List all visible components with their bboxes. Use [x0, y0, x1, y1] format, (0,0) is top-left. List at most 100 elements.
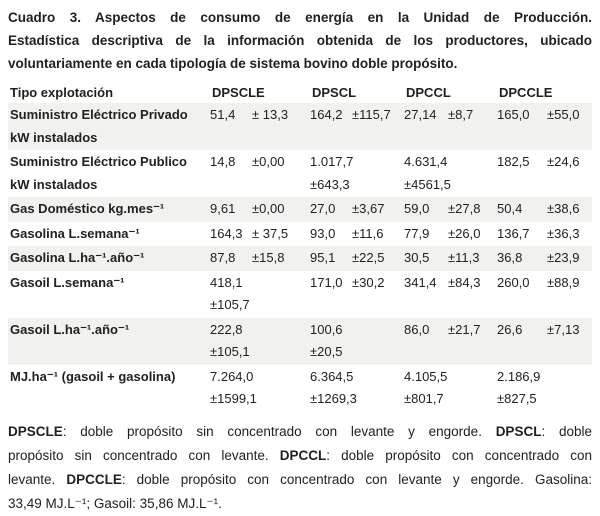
table-row: Gasoil L.semana⁻¹ 418,1 ±105,7 171,0 ±30,2 34…: [8, 271, 592, 318]
value-cell: 36,8 ±23,9: [497, 247, 592, 270]
std-dev-value: ±7,13: [547, 321, 580, 337]
std-dev-value: ±0,00: [252, 154, 285, 169]
row-label: Suministro Eléctrico Publico kW instalad…: [10, 154, 187, 192]
row-label: Gas Doméstico kg.mes⁻¹: [10, 201, 165, 216]
mean-value: 7.264,0: [210, 368, 254, 384]
mean-value: 77,9: [404, 225, 430, 241]
footnote-line: DPSCLE: doble propósito sin concentrado …: [8, 420, 592, 444]
mean-value: 50,4: [497, 201, 523, 216]
std-dev-value: ±4561,5: [404, 176, 451, 192]
mean-value: 165,0: [497, 107, 530, 122]
std-dev-value: ±1269,3: [310, 391, 357, 406]
footnote-text: levante.: [8, 471, 67, 487]
table-row: Gas Doméstico kg.mes⁻¹ 9,61 ±0,00 27,0 ±3,67…: [8, 197, 592, 222]
mean-value: 27,0: [310, 201, 336, 216]
value-cell: 164,3 ± 37,5: [210, 223, 310, 246]
std-dev-value: ±15,8: [252, 250, 285, 265]
value-cell: 50,4 ±38,6: [497, 198, 592, 221]
mean-value: 182,5: [497, 154, 530, 169]
std-dev-value: ±1599,1: [210, 391, 257, 406]
mean-value: 26,6: [497, 321, 523, 337]
typology-acronym: DPSCL: [495, 423, 542, 439]
std-dev-value: ±55,0: [547, 107, 580, 122]
value-cell: 4.631,4 ±4561,5: [404, 151, 497, 196]
value-cell: 7.264,0 ±1599,1: [210, 366, 310, 411]
value-cell: 341,4 ±84,3: [404, 272, 497, 317]
mean-value: 36,8: [497, 250, 523, 265]
value-cell: 9,61 ±0,00: [210, 198, 310, 221]
std-dev-value: ± 13,3: [252, 107, 289, 122]
footnote-line: levante. DPCCLE: doble propósito con con…: [8, 468, 592, 492]
table-row: Suministro Eléctrico Publico kW instalad…: [8, 150, 592, 197]
std-dev-value: ±8,7: [448, 107, 474, 122]
value-cell: 222,8 ±105,1: [210, 319, 310, 364]
value-cell: 260,0 ±88,9: [497, 272, 592, 317]
row-label: Gasolina L.semana⁻¹: [10, 225, 140, 241]
mean-value: 171,0: [310, 274, 343, 290]
value-cell: 418,1 ±105,7: [210, 272, 310, 317]
value-cell: 86,0 ±21,7: [404, 319, 497, 364]
std-dev-value: ±22,5: [352, 250, 385, 265]
value-cell: 1.017,7 ±643,3: [310, 151, 404, 196]
table-row: Gasoil L.ha⁻¹.año⁻¹ 222,8 ±105,1 100,6 ±20,5…: [8, 317, 592, 365]
mean-value: 9,61: [210, 201, 236, 216]
value-cell: 2.186,9 ±827,5: [497, 366, 592, 411]
std-dev-value: ±827,5: [497, 391, 537, 406]
row-label: Gasolina L.ha⁻¹.año⁻¹: [10, 250, 145, 265]
table-header-row: Tipo explotación DPSCLE DPSCL DPCCL DPCCLE: [8, 82, 592, 103]
std-dev-value: ±643,3: [310, 176, 350, 192]
column-header-dpscle: DPSCLE: [212, 85, 265, 100]
value-cell: 14,8 ±0,00: [210, 151, 310, 196]
value-cell: 93,0 ±11,6: [310, 223, 404, 246]
std-dev-value: ±21,7: [448, 321, 481, 337]
value-cell: 59,0 ±27,8: [404, 198, 497, 221]
column-header-dpscl: DPSCL: [312, 85, 357, 100]
std-dev-value: ±105,1: [210, 344, 250, 359]
std-dev-value: ±11,3: [448, 250, 480, 265]
value-cell: 51,4 ± 13,3: [210, 104, 310, 149]
value-cell: 30,5 ±11,3: [404, 247, 497, 270]
footnote-text: : doble propósito sin concentrado con le…: [62, 423, 496, 439]
std-dev-value: ±23,9: [547, 250, 580, 265]
column-header-tipo-explotacion: Tipo explotación: [10, 85, 114, 100]
value-cell: 6.364,5 ±1269,3: [310, 366, 404, 411]
std-dev-value: ±30,2: [352, 274, 385, 290]
mean-value: 86,0: [404, 321, 430, 337]
table-footnote: DPSCLE: doble propósito sin concentrado …: [8, 420, 592, 516]
typology-acronym: DPSCLE: [8, 423, 63, 439]
mean-value: 95,1: [310, 250, 336, 265]
value-cell: 136,7 ±36,3: [497, 223, 592, 246]
energy-consumption-table: Tipo explotación DPSCLE DPSCL DPCCL DPCCLE S…: [8, 82, 592, 412]
mean-value: 2.186,9: [497, 368, 541, 384]
value-cell: 164,2 ±115,7: [310, 104, 404, 149]
mean-value: 1.017,7: [310, 154, 354, 169]
value-cell: 77,9 ±26,0: [404, 223, 497, 246]
mean-value: 14,8: [210, 154, 236, 169]
footnote-text: propósito sin concentrado con levante.: [8, 447, 280, 463]
table-row: Suministro Eléctrico Privado kW instalad…: [8, 103, 592, 150]
caption-line: voluntariamente en cada tipología de sis…: [8, 56, 458, 71]
std-dev-value: ±105,7: [210, 297, 250, 312]
std-dev-value: ±88,9: [547, 274, 580, 290]
std-dev-value: ±11,6: [352, 225, 384, 241]
table-row: Gasolina L.ha⁻¹.año⁻¹ 87,8 ±15,8 95,1 ±22,5 3…: [8, 246, 592, 271]
std-dev-value: ±24,6: [547, 154, 580, 169]
footnote-text: : doble propósito con concentrado con: [326, 447, 592, 463]
value-cell: 182,5 ±24,6: [497, 151, 592, 196]
std-dev-value: ±3,67: [352, 201, 385, 216]
value-cell: 27,0 ±3,67: [310, 198, 404, 221]
std-dev-value: ±84,3: [448, 274, 481, 290]
std-dev-value: ±0,00: [252, 201, 285, 216]
std-dev-value: ±27,8: [448, 201, 481, 216]
value-cell: 171,0 ±30,2: [310, 272, 404, 317]
mean-value: 30,5: [404, 250, 430, 265]
row-label: Gasoil L.ha⁻¹.año⁻¹: [10, 321, 130, 337]
std-dev-value: ± 37,5: [252, 225, 289, 241]
value-cell: 26,6 ±7,13: [497, 319, 592, 364]
mean-value: 164,2: [310, 107, 343, 122]
std-dev-value: ±38,6: [547, 201, 580, 216]
mean-value: 4.631,4: [404, 154, 448, 169]
value-cell: 95,1 ±22,5: [310, 247, 404, 270]
footnote-line: 33,49 MJ.L⁻¹; Gasoil: 35,86 MJ.L⁻¹.: [8, 492, 592, 516]
